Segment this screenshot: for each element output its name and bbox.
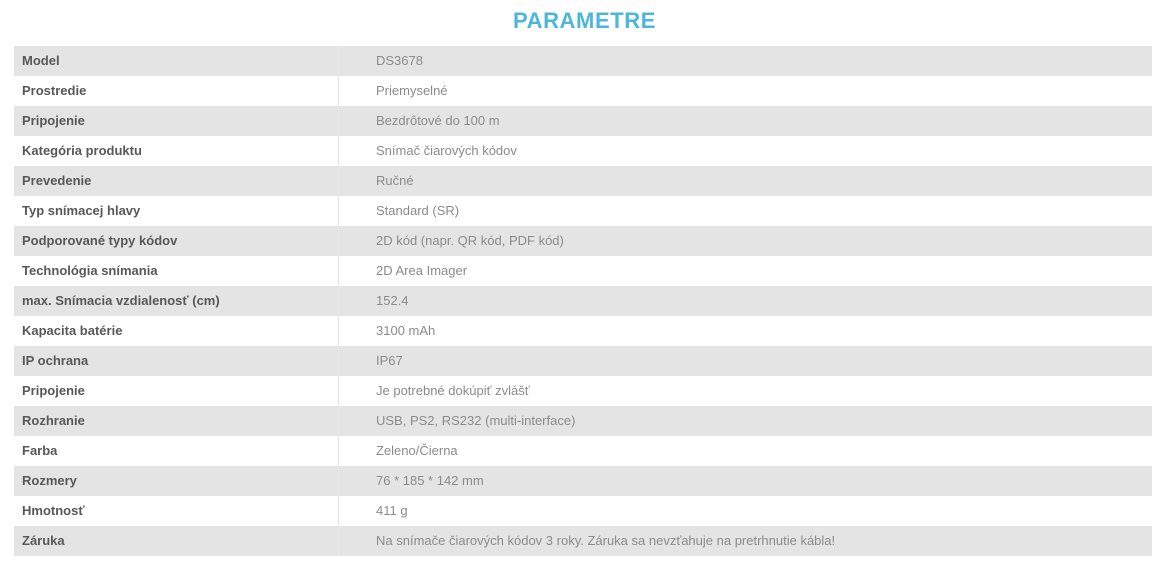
page-title: PARAMETRE	[512, 8, 657, 33]
specifications-table-body: Model DS3678 Prostredie Priemyselné Pripojen…	[14, 46, 1152, 556]
spec-value: 2D kód (napr. QR kód, PDF kód)	[338, 226, 1152, 256]
table-row: Rozhranie USB, PS2, RS232 (multi-interfac…	[14, 406, 1152, 436]
spec-label: Prostredie	[14, 76, 339, 106]
spec-value: Zeleno/Čierna	[338, 436, 1152, 466]
spec-value: IP67	[338, 346, 1152, 376]
spec-label: Technológia snímania	[14, 256, 339, 286]
spec-label: Hmotnosť	[14, 496, 339, 526]
table-row: Kapacita batérie 3100 mAh	[14, 316, 1152, 346]
spec-value: Je potrebné dokúpiť zvlášť	[338, 376, 1152, 406]
specifications-table: Model DS3678 Prostredie Priemyselné Pripojen…	[14, 46, 1152, 556]
spec-value: Standard (SR)	[338, 196, 1152, 226]
table-row: Technológia snímania 2D Area Imager	[14, 256, 1152, 286]
spec-label: max. Snímacia vzdialenosť (cm)	[14, 286, 339, 316]
spec-label: Model	[14, 46, 339, 76]
table-row: Model DS3678	[14, 46, 1152, 76]
spec-label: Pripojenie	[14, 106, 339, 136]
spec-label: IP ochrana	[14, 346, 339, 376]
table-row: Farba Zeleno/Čierna	[14, 436, 1152, 466]
table-row: Typ snímacej hlavy Standard (SR)	[14, 196, 1152, 226]
spec-label: Podporované typy kódov	[14, 226, 339, 256]
table-row: Prostredie Priemyselné	[14, 76, 1152, 106]
table-row: Záruka Na snímače čiarových kódov 3 roky.…	[14, 526, 1152, 556]
spec-label: Záruka	[14, 526, 339, 556]
table-row: Rozmery 76 * 185 * 142 mm	[14, 466, 1152, 496]
spec-label: Prevedenie	[14, 166, 339, 196]
spec-value: Priemyselné	[338, 76, 1152, 106]
spec-value: DS3678	[338, 46, 1152, 76]
table-row: Hmotnosť 411 g	[14, 496, 1152, 526]
spec-value: 411 g	[338, 496, 1152, 526]
table-row: Podporované typy kódov 2D kód (napr. QR k…	[14, 226, 1152, 256]
spec-value: 2D Area Imager	[338, 256, 1152, 286]
spec-value: Snímač čiarových kódov	[338, 136, 1152, 166]
table-row: IP ochrana IP67	[14, 346, 1152, 376]
spec-value: 3100 mAh	[338, 316, 1152, 346]
spec-label: Kapacita batérie	[14, 316, 339, 346]
spec-value: USB, PS2, RS232 (multi-interface)	[338, 406, 1152, 436]
table-row: Pripojenie Bezdrôtové do 100 m	[14, 106, 1152, 136]
spec-value: 152.4	[338, 286, 1152, 316]
spec-value: Ručné	[338, 166, 1152, 196]
spec-label: Rozhranie	[14, 406, 339, 436]
spec-label: Pripojenie	[14, 376, 339, 406]
spec-label: Typ snímacej hlavy	[14, 196, 339, 226]
spec-label: Farba	[14, 436, 339, 466]
table-row: Prevedenie Ručné	[14, 166, 1152, 196]
table-row: Kategória produktu Snímač čiarových kódov	[14, 136, 1152, 166]
spec-value: Na snímače čiarových kódov 3 roky. Záruk…	[338, 526, 1152, 556]
spec-label: Kategória produktu	[14, 136, 339, 166]
spec-value: Bezdrôtové do 100 m	[338, 106, 1152, 136]
table-row: max. Snímacia vzdialenosť (cm) 152.4	[14, 286, 1152, 316]
table-row: Pripojenie Je potrebné dokúpiť zvlášť	[14, 376, 1152, 406]
spec-value: 76 * 185 * 142 mm	[338, 466, 1152, 496]
spec-label: Rozmery	[14, 466, 339, 496]
